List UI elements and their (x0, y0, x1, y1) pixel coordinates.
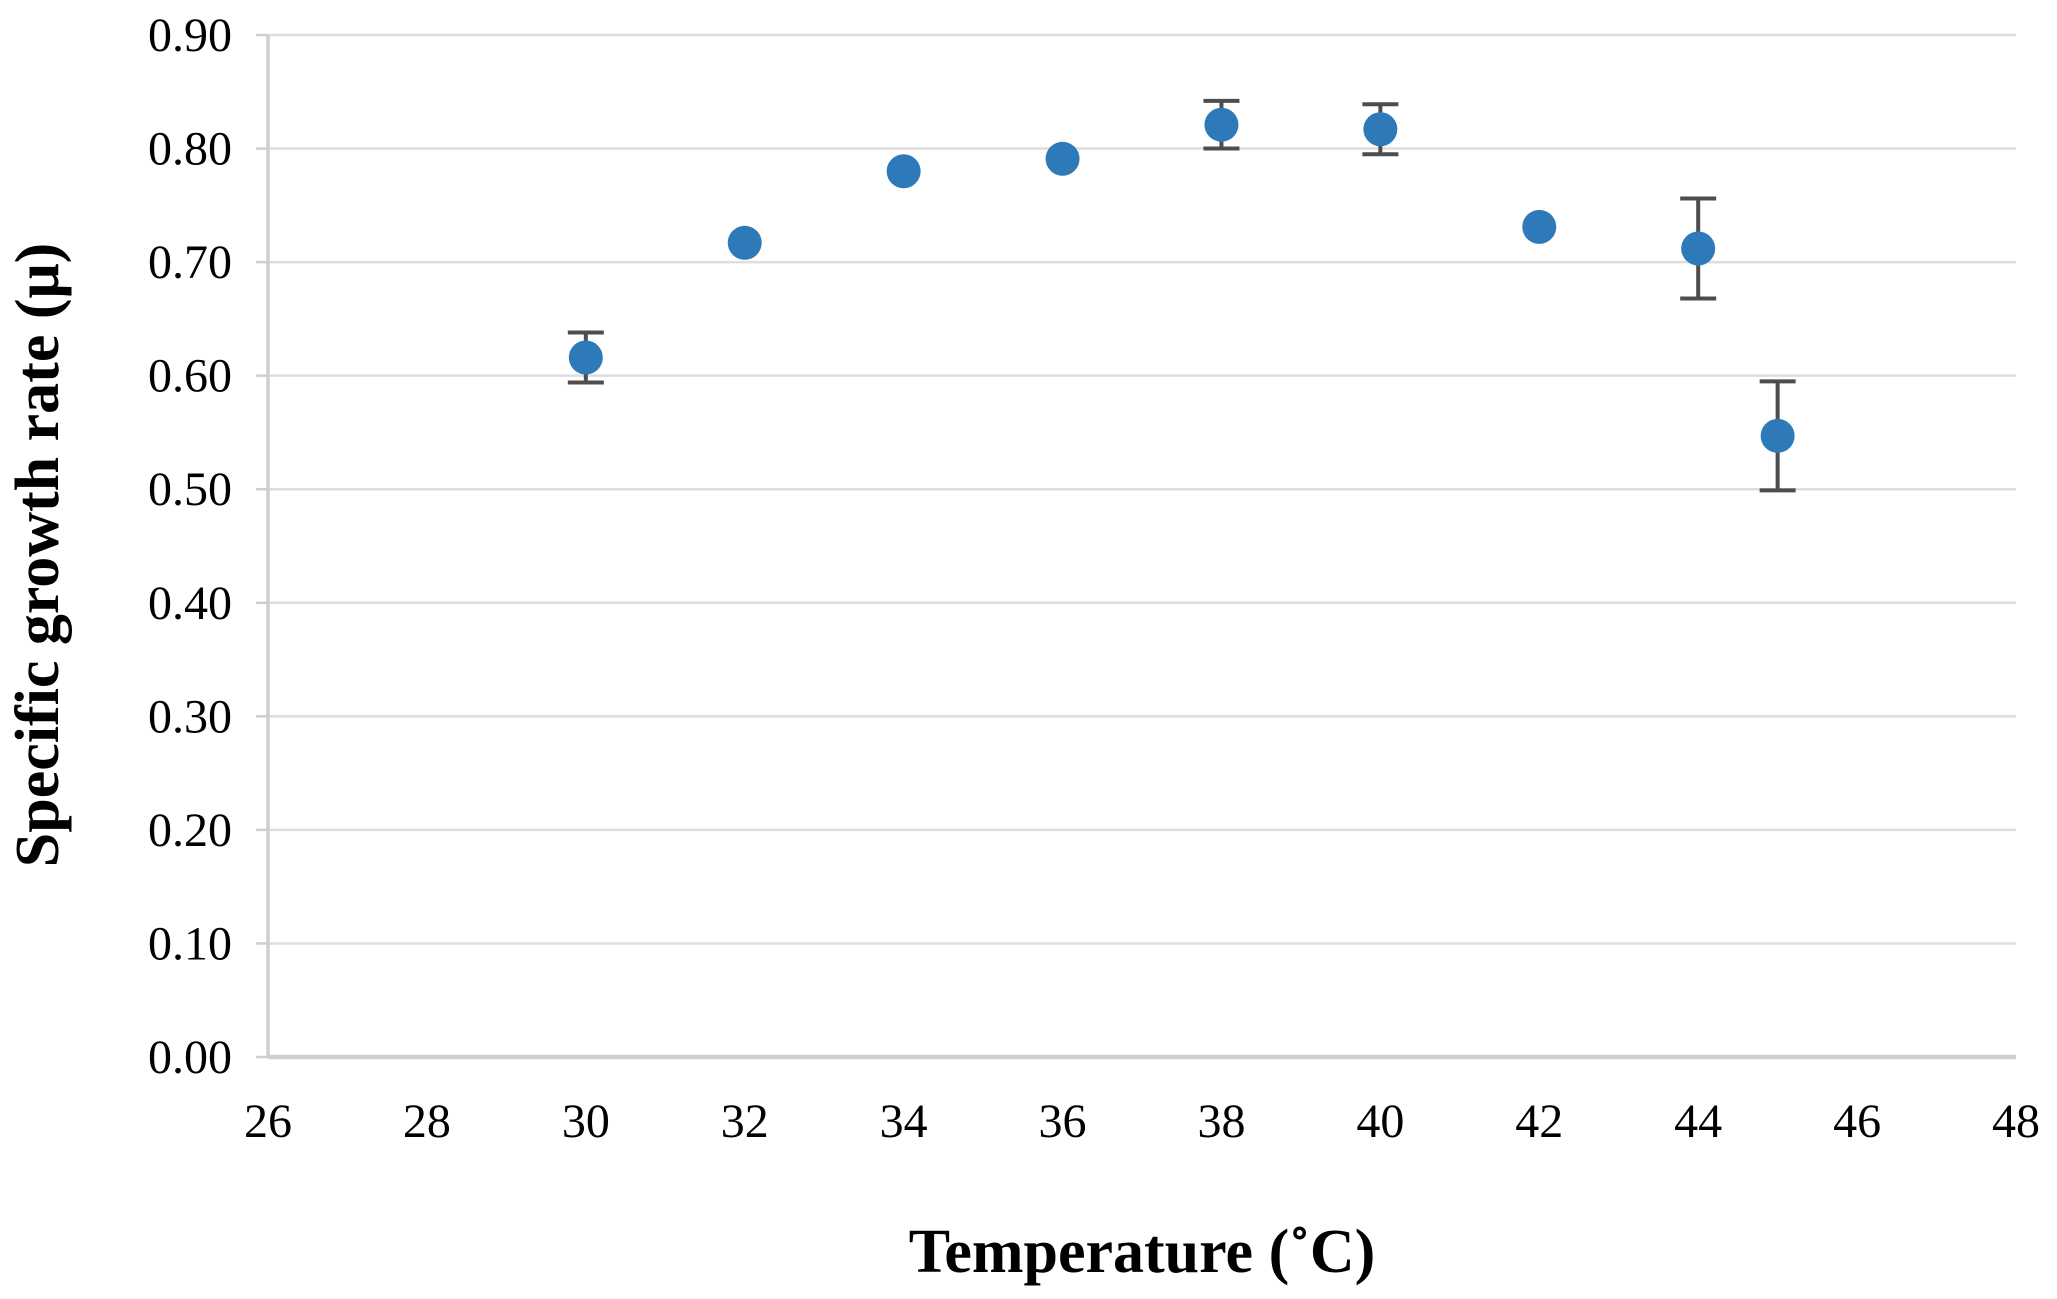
y-tick-label: 0.40 (148, 577, 232, 630)
data-point (1681, 231, 1716, 266)
data-point (886, 154, 921, 189)
x-axis-title: Temperature (˚C) (909, 1218, 1376, 1286)
y-tick-label: 0.70 (148, 236, 232, 289)
error-bars (567, 98, 1796, 493)
x-tick-label: 28 (403, 1095, 451, 1148)
data-point (727, 225, 762, 260)
y-tick-label: 0.10 (148, 917, 232, 970)
data-point (1522, 209, 1557, 244)
x-tick-label: 26 (244, 1095, 292, 1148)
x-tick-label: 34 (880, 1095, 928, 1148)
y-tick-label: 0.20 (148, 804, 232, 857)
data-point (568, 340, 603, 375)
y-axis-title: Specific growth rate (μ) (4, 243, 72, 868)
x-tick-label: 48 (1992, 1095, 2040, 1148)
x-tick-label: 46 (1833, 1095, 1881, 1148)
data-point (1204, 107, 1239, 142)
y-tick-label: 0.80 (148, 123, 232, 176)
y-tick-label: 0.60 (148, 350, 232, 403)
x-tick-label: 38 (1197, 1095, 1245, 1148)
x-tick-label: 36 (1039, 1095, 1087, 1148)
x-tick-label: 32 (721, 1095, 769, 1148)
x-tick-label: 40 (1356, 1095, 1404, 1148)
axes (256, 33, 2016, 1060)
y-tick-label: 0.00 (148, 1031, 232, 1084)
x-tick-label: 30 (562, 1095, 610, 1148)
y-tick-label: 0.50 (148, 463, 232, 516)
data-point (1760, 418, 1795, 453)
data-point (1045, 141, 1080, 176)
x-tick-labels: 26 28 30 32 34 36 38 40 42 44 46 48 (244, 1095, 2040, 1148)
data-points (568, 107, 1795, 453)
gridlines (268, 33, 2016, 945)
data-point (1363, 112, 1398, 147)
y-tick-label: 0.90 (148, 9, 232, 62)
x-tick-label: 44 (1674, 1095, 1722, 1148)
y-tick-label: 0.30 (148, 690, 232, 743)
x-tick-label: 42 (1515, 1095, 1563, 1148)
y-tick-labels: 0.00 0.10 0.20 0.30 0.40 0.50 0.60 0.70 0.80 0.90 (148, 9, 232, 1084)
